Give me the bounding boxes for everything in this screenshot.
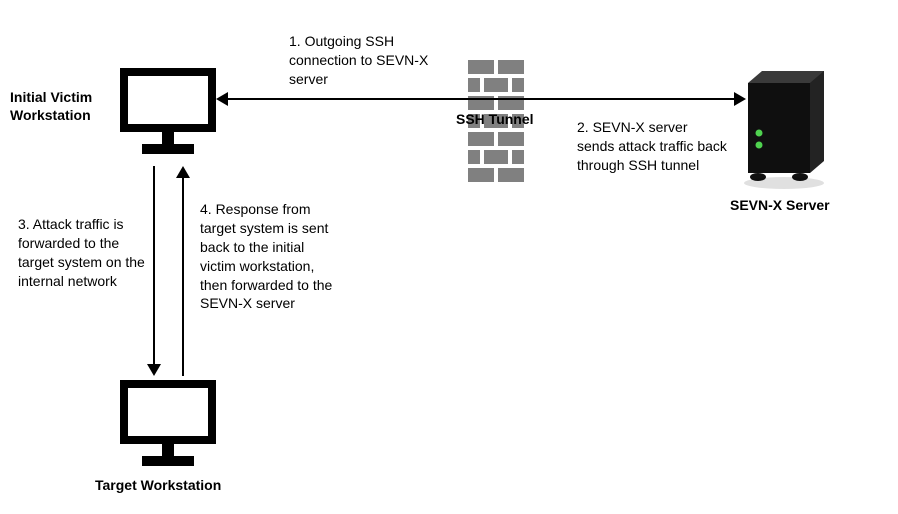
- initial-victim-label: Initial VictimWorkstation: [10, 88, 115, 124]
- down-arrow-line: [153, 166, 155, 366]
- up-arrow-line: [182, 176, 184, 376]
- step-2-text: 2. SEVN-X server sends attack traffic ba…: [577, 118, 727, 175]
- tunnel-arrow-head-right: [734, 92, 746, 106]
- down-arrow-head: [147, 364, 161, 376]
- step-4: 4. Response from target system is sent b…: [200, 201, 332, 311]
- initial-victim-monitor-icon: [120, 68, 216, 158]
- tunnel-arrow-line: [226, 98, 736, 100]
- server-label: SEVN-X Server: [730, 196, 830, 214]
- tunnel-arrow-head-left: [216, 92, 228, 106]
- step-1-text: 1. Outgoing SSH connection to SEVN-X ser…: [289, 32, 444, 89]
- step-2: 2. SEVN-X server sends attack traffic ba…: [577, 119, 727, 173]
- ssh-tunnel-text: SSH Tunnel: [456, 111, 534, 127]
- target-monitor-icon: [120, 380, 216, 470]
- target-label-text: Target Workstation: [95, 477, 221, 493]
- step-4-text: 4. Response from target system is sent b…: [200, 200, 340, 313]
- sevnx-server-icon: [740, 65, 835, 190]
- step-1: 1. Outgoing SSH connection to SEVN-X ser…: [289, 33, 428, 87]
- victim-label-text: Initial VictimWorkstation: [10, 89, 92, 123]
- ssh-tunnel-label: SSH Tunnel: [456, 110, 534, 128]
- server-label-text: SEVN-X Server: [730, 197, 830, 213]
- target-label: Target Workstation: [95, 476, 221, 494]
- step-3: 3. Attack traffic is forwarded to the ta…: [18, 216, 145, 289]
- up-arrow-head: [176, 166, 190, 178]
- step-3-text: 3. Attack traffic is forwarded to the ta…: [18, 215, 153, 291]
